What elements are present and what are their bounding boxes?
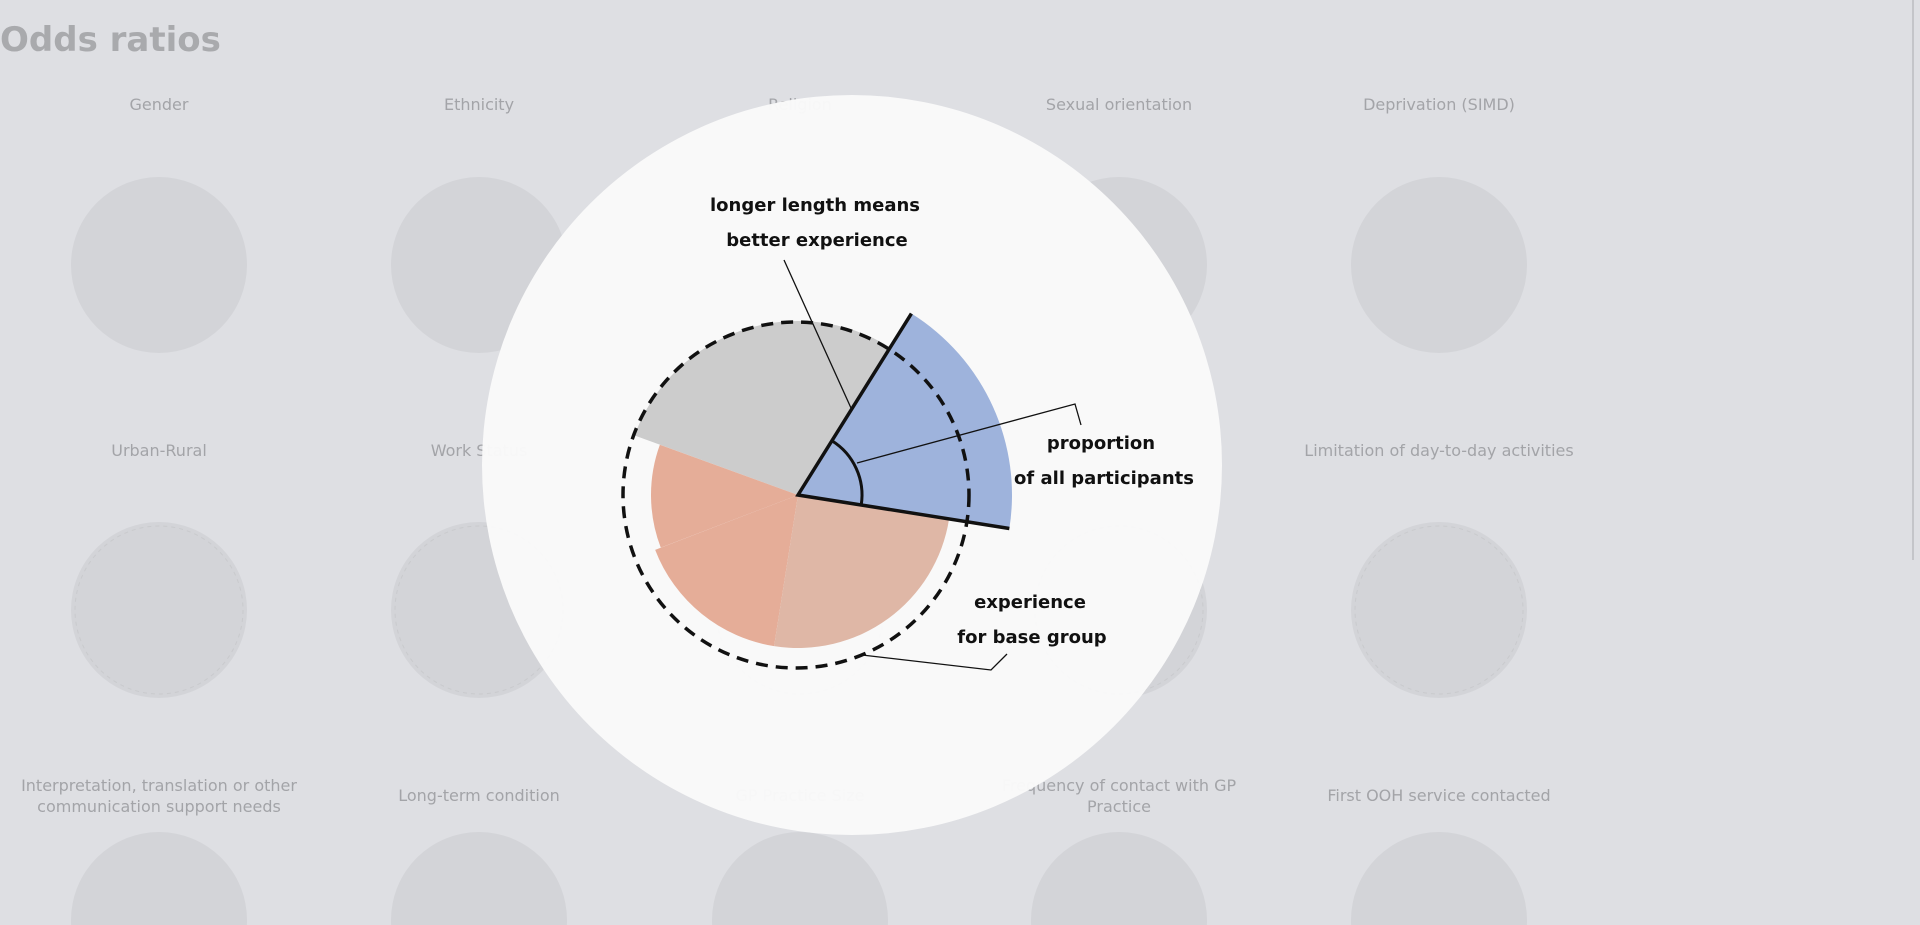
highlight-edge bbox=[795, 312, 1010, 531]
panel-pie bbox=[712, 832, 888, 925]
panel-label: Sexual orientation bbox=[1045, 95, 1193, 114]
base-ring bbox=[621, 320, 971, 670]
panel-pie bbox=[71, 832, 247, 925]
annotation: better experience bbox=[726, 230, 908, 251]
leader-lines bbox=[783, 259, 1082, 671]
panel-label: Urban-Rural bbox=[111, 441, 207, 460]
annotation: of all participants bbox=[1014, 468, 1194, 489]
panel-ring bbox=[74, 525, 244, 695]
panel-pie bbox=[1351, 832, 1527, 925]
leader-line bbox=[856, 403, 1082, 464]
legend-chart bbox=[621, 312, 1012, 670]
scrollbar[interactable] bbox=[1912, 0, 1914, 560]
panel-label: Gender bbox=[129, 95, 189, 114]
legend-sector bbox=[798, 313, 1012, 529]
panel-label: Ethnicity bbox=[443, 95, 515, 114]
annotation: proportion bbox=[1047, 433, 1155, 454]
annotation: longer length means bbox=[710, 195, 920, 216]
annotation: for base group bbox=[957, 627, 1107, 648]
angle-arc bbox=[831, 439, 864, 506]
panel-label: First OOH service contacted bbox=[1327, 786, 1551, 805]
panel-pie bbox=[391, 832, 567, 925]
panel-label: Deprivation (SIMD) bbox=[1363, 95, 1515, 114]
panel-label: Interpretation, translation or other com… bbox=[21, 776, 297, 816]
panel-pie bbox=[1351, 522, 1527, 698]
legend-sector bbox=[655, 495, 798, 647]
legend-sector bbox=[634, 321, 891, 495]
panel-pie bbox=[1351, 177, 1527, 353]
panel-label: Long-term condition bbox=[398, 786, 560, 805]
legend-sector bbox=[774, 495, 950, 648]
panel-pie bbox=[1031, 832, 1207, 925]
panel-ring bbox=[1354, 525, 1524, 695]
leader-line bbox=[861, 653, 1008, 671]
panel-label: Frequency of contact with GP Practice bbox=[1001, 776, 1237, 816]
panel-label: Limitation of day-to-day activities bbox=[1304, 441, 1574, 460]
panel-pie bbox=[71, 177, 247, 353]
legend-sector bbox=[651, 444, 798, 548]
leader-line bbox=[783, 259, 852, 409]
page-title: Odds ratios bbox=[0, 20, 221, 60]
panel-pie bbox=[71, 522, 247, 698]
annotation: experience bbox=[974, 592, 1086, 613]
